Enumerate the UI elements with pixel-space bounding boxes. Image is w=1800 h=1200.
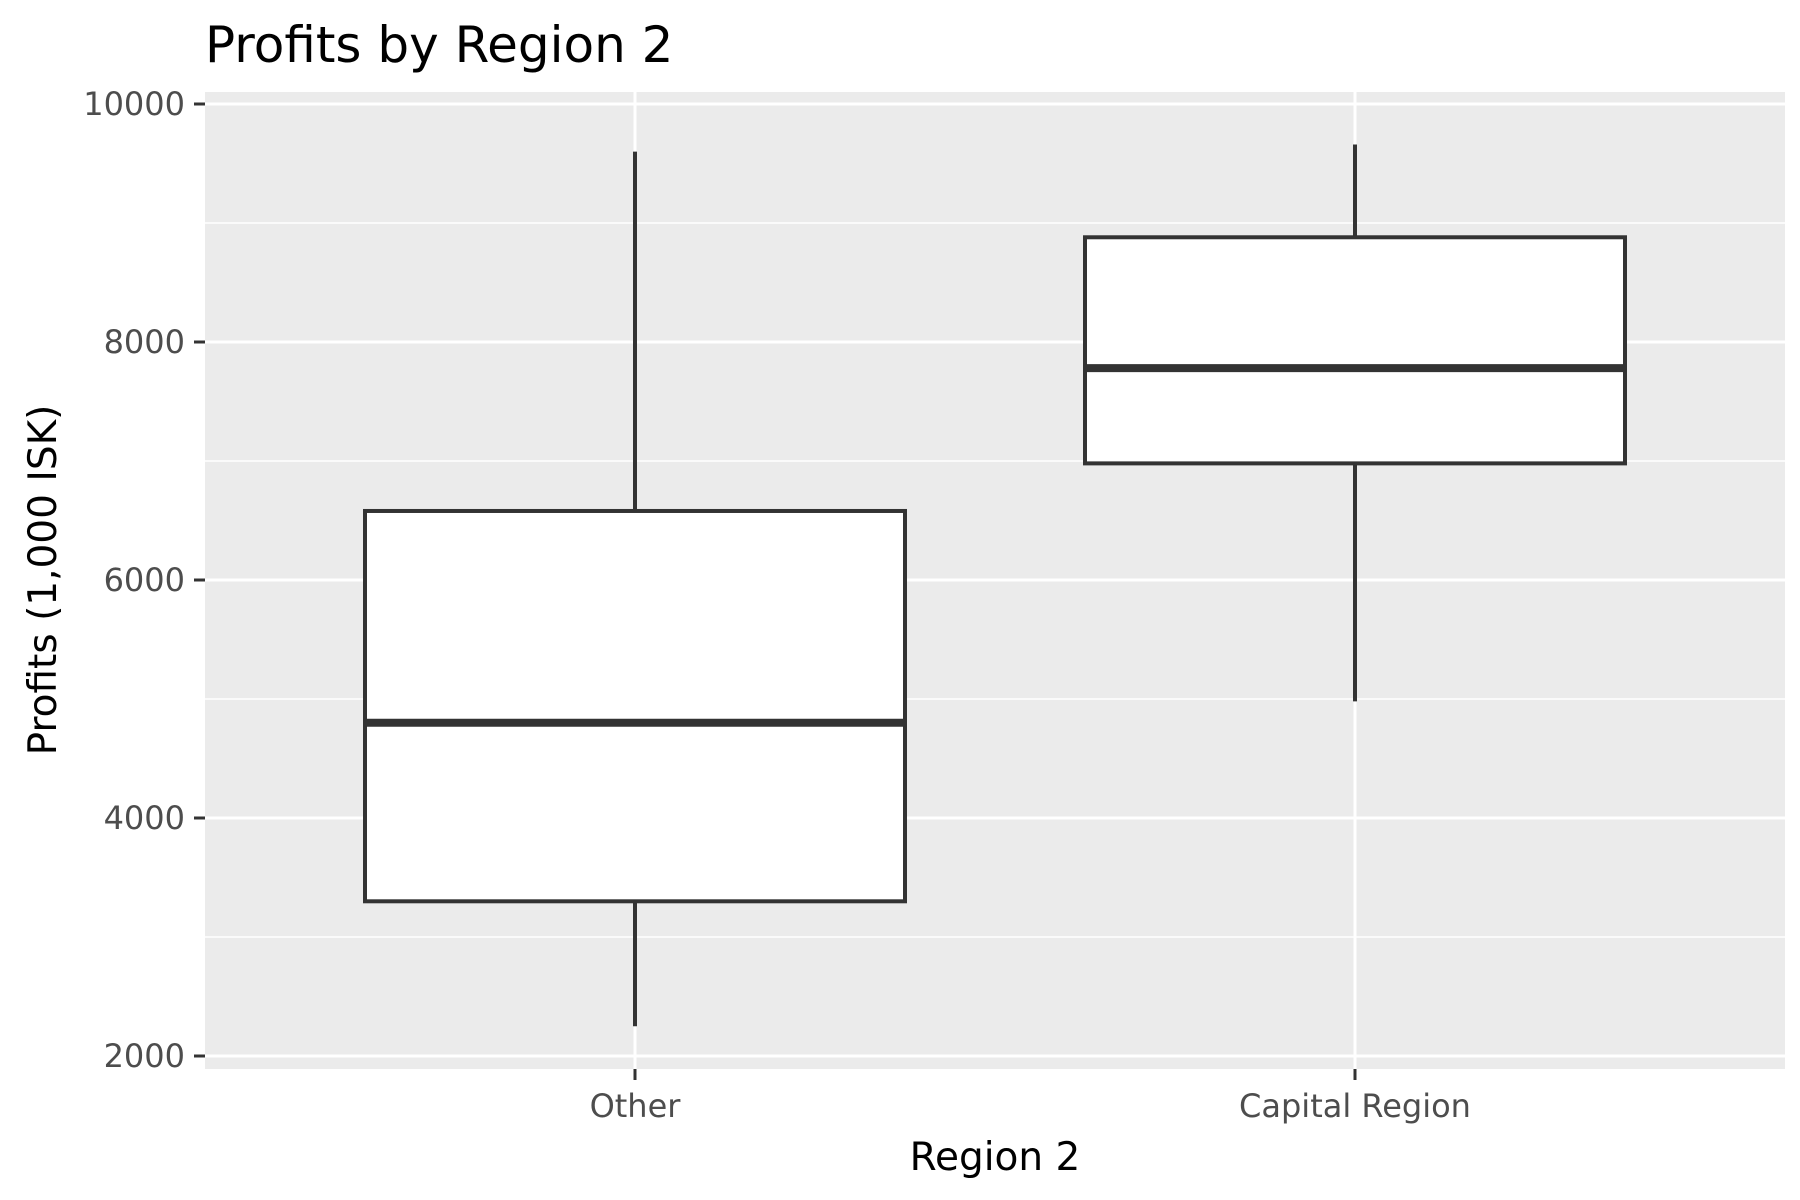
x-axis-title: Region 2: [910, 1135, 1081, 1180]
y-axis-title: Profits (1,000 ISK): [21, 405, 66, 756]
y-tick-label: 4000: [104, 799, 185, 837]
iqr-box: [363, 508, 907, 904]
boxplots: [363, 144, 1627, 1027]
iqr-box: [1083, 235, 1627, 466]
axes: 2000 4000 6000 8000 10000 Other Capital Region: [83, 85, 1471, 1125]
boxplot-other: [363, 151, 907, 1027]
y-tick-label: 10000: [83, 85, 185, 123]
chart-title: Profits by Region 2: [205, 16, 673, 74]
y-tick-label: 6000: [104, 561, 185, 599]
x-tick-label: Other: [590, 1087, 682, 1125]
y-tick-label: 8000: [104, 323, 185, 361]
boxplot-capital-region: [1083, 144, 1627, 702]
y-tick-label: 2000: [104, 1037, 185, 1075]
x-tick-label: Capital Region: [1239, 1087, 1471, 1125]
